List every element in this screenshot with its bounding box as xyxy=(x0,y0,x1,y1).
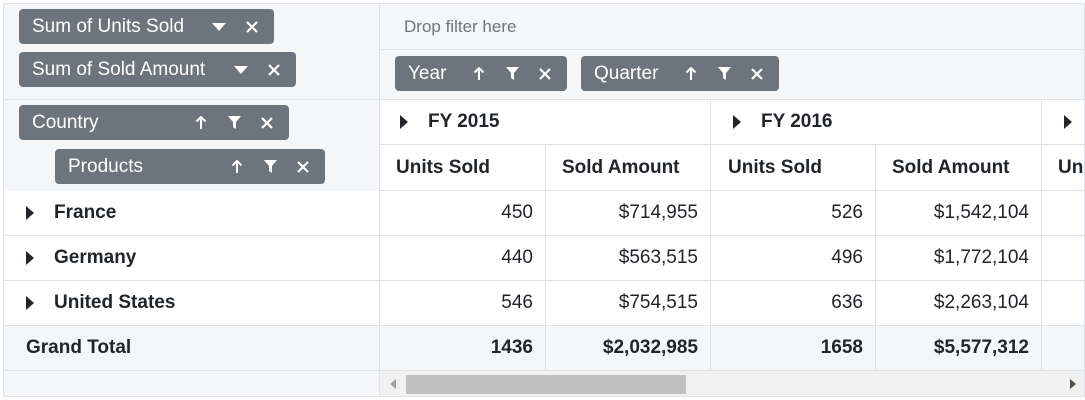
table-cell[interactable]: $1,542,104 xyxy=(876,191,1042,236)
measure-header-label: Sold Amount xyxy=(562,156,680,178)
measure-header-label: Un xyxy=(1058,156,1084,178)
funnel-icon[interactable] xyxy=(259,156,281,178)
scrollbar-thumb[interactable] xyxy=(406,375,686,394)
row-header-label: United States xyxy=(54,292,176,313)
column-header-next[interactable] xyxy=(1042,100,1084,145)
arrow-up-icon[interactable] xyxy=(226,156,248,178)
grand-total-cell[interactable]: $2,032,985 xyxy=(546,326,711,371)
row-header-germany[interactable]: Germany xyxy=(4,236,380,281)
pivot-table: Sum of Units Sold Sum of Sold Amount Dro… xyxy=(3,3,1085,397)
scrollbar-corner xyxy=(4,371,380,396)
close-icon[interactable] xyxy=(241,16,263,38)
column-field-quarter[interactable]: Quarter xyxy=(581,56,779,91)
row-header-label: France xyxy=(54,202,117,223)
value-field-label: Sum of Units Sold xyxy=(32,15,185,37)
arrow-up-icon[interactable] xyxy=(190,112,212,134)
measure-header[interactable]: Sold Amount xyxy=(876,145,1042,191)
caret-down-icon[interactable] xyxy=(208,16,230,38)
column-field-year[interactable]: Year xyxy=(395,56,567,91)
filter-drop-area[interactable]: Drop filter here xyxy=(380,4,1084,50)
table-cell[interactable]: $2,263,104 xyxy=(876,281,1042,326)
measure-header[interactable]: Units Sold xyxy=(711,145,876,191)
measure-header[interactable]: Units Sold xyxy=(380,145,546,191)
table-cell[interactable]: $563,515 xyxy=(546,236,711,281)
table-cell[interactable] xyxy=(1042,191,1084,236)
close-icon[interactable] xyxy=(534,63,556,85)
caret-right-icon[interactable] xyxy=(26,296,34,310)
table-cell[interactable] xyxy=(1042,236,1084,281)
arrow-up-icon[interactable] xyxy=(468,63,490,85)
close-icon[interactable] xyxy=(746,63,768,85)
row-fields-area: Country Products xyxy=(4,100,380,191)
measure-header-label: Units Sold xyxy=(728,156,822,178)
caret-right-icon[interactable] xyxy=(733,115,741,129)
arrow-up-icon[interactable] xyxy=(680,63,702,85)
scroll-right-icon[interactable] xyxy=(1070,379,1076,389)
column-header-label: FY 2016 xyxy=(761,111,833,132)
measure-header-label: Units Sold xyxy=(396,156,490,178)
column-header-fy2015[interactable]: FY 2015 xyxy=(380,100,711,145)
table-cell[interactable]: $1,772,104 xyxy=(876,236,1042,281)
row-field-label: Country xyxy=(32,111,99,133)
value-field-label: Sum of Sold Amount xyxy=(32,58,206,80)
column-field-label: Year xyxy=(408,62,447,84)
table-cell[interactable]: 526 xyxy=(711,191,876,236)
table-cell[interactable] xyxy=(1042,281,1084,326)
caret-down-icon[interactable] xyxy=(230,59,252,81)
caret-right-icon[interactable] xyxy=(26,251,34,265)
close-icon[interactable] xyxy=(256,112,278,134)
value-field-units-sold[interactable]: Sum of Units Sold xyxy=(19,9,274,44)
row-field-products[interactable]: Products xyxy=(55,149,325,184)
table-cell[interactable]: $754,515 xyxy=(546,281,711,326)
close-icon[interactable] xyxy=(292,156,314,178)
value-field-sold-amount[interactable]: Sum of Sold Amount xyxy=(19,52,296,87)
row-header-france[interactable]: France xyxy=(4,191,380,236)
table-cell[interactable]: $714,955 xyxy=(546,191,711,236)
column-field-label: Quarter xyxy=(594,62,659,84)
caret-right-icon[interactable] xyxy=(26,206,34,220)
column-header-label: FY 2015 xyxy=(428,111,500,132)
column-fields-area: Year Quarter xyxy=(380,50,1084,100)
row-field-label: Products xyxy=(68,155,143,177)
values-area: Sum of Units Sold Sum of Sold Amount xyxy=(4,4,380,100)
table-cell[interactable]: 496 xyxy=(711,236,876,281)
measure-header-label: Sold Amount xyxy=(892,156,1010,178)
grand-total-cell[interactable]: $5,577,312 xyxy=(876,326,1042,371)
scroll-left-icon[interactable] xyxy=(390,379,396,389)
close-icon[interactable] xyxy=(263,59,285,81)
funnel-icon[interactable] xyxy=(713,63,735,85)
caret-right-icon[interactable] xyxy=(1064,115,1072,129)
row-header-label: Germany xyxy=(54,247,137,268)
horizontal-scrollbar[interactable] xyxy=(380,371,1084,396)
funnel-icon[interactable] xyxy=(501,63,523,85)
column-header-fy2016[interactable]: FY 2016 xyxy=(711,100,1042,145)
table-cell[interactable]: 636 xyxy=(711,281,876,326)
row-field-country[interactable]: Country xyxy=(19,105,289,140)
grand-total-label: Grand Total xyxy=(26,337,132,358)
table-cell[interactable]: 546 xyxy=(380,281,546,326)
grand-total-cell[interactable] xyxy=(1042,326,1084,371)
grand-total-cell[interactable]: 1436 xyxy=(380,326,546,371)
row-header-united-states[interactable]: United States xyxy=(4,281,380,326)
caret-right-icon[interactable] xyxy=(400,115,408,129)
table-cell[interactable]: 440 xyxy=(380,236,546,281)
grand-total-header: Grand Total xyxy=(4,326,380,371)
table-cell[interactable]: 450 xyxy=(380,191,546,236)
grand-total-cell[interactable]: 1658 xyxy=(711,326,876,371)
funnel-icon[interactable] xyxy=(223,112,245,134)
filter-drop-hint: Drop filter here xyxy=(404,17,517,36)
measure-header[interactable]: Sold Amount xyxy=(546,145,711,191)
measure-header[interactable]: Un xyxy=(1042,145,1084,191)
